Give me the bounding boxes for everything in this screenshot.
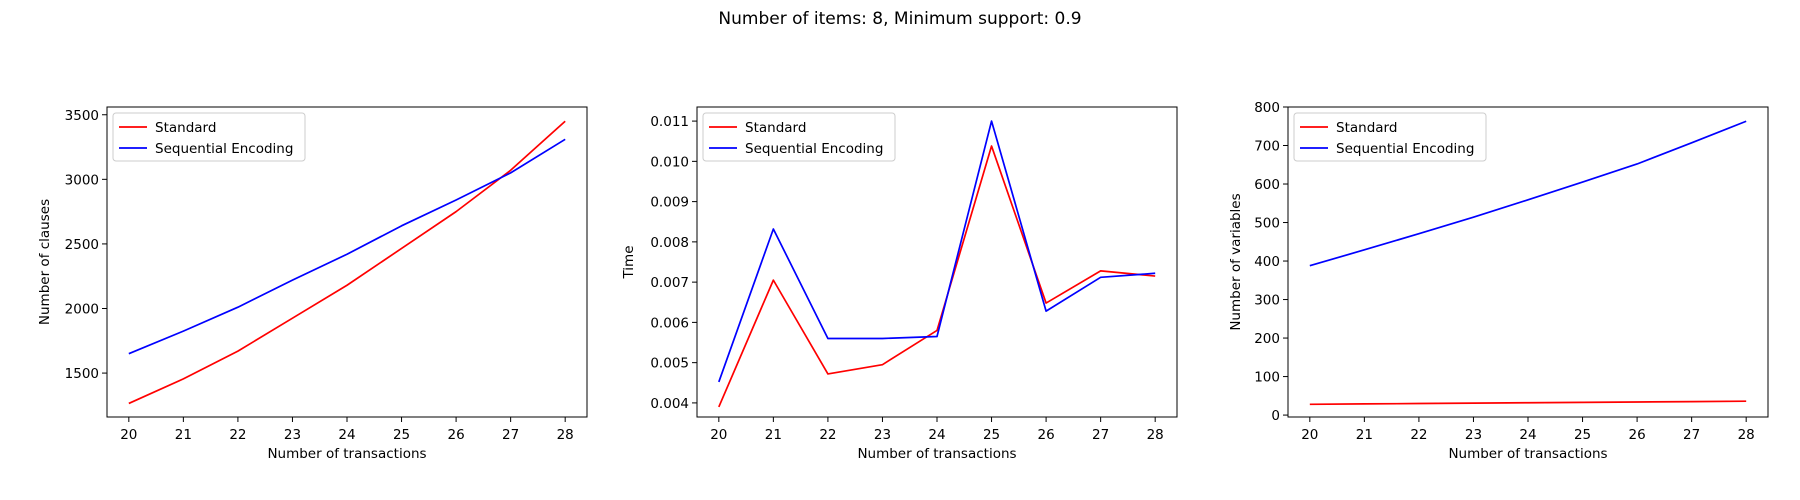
legend-label: Sequential Encoding <box>745 141 883 157</box>
y-tick-label: 0.009 <box>650 195 689 211</box>
y-tick-label: 3000 <box>65 172 99 188</box>
x-axis-label: Number of transactions <box>857 446 1016 462</box>
x-tick-label: 20 <box>710 427 727 443</box>
x-tick-label: 22 <box>1410 427 1427 443</box>
y-tick-label: 0.006 <box>650 315 689 331</box>
y-tick-label: 400 <box>1254 254 1280 270</box>
legend-label: Sequential Encoding <box>1336 141 1474 157</box>
chart-panel-1: 20 21 22 23 24 25 26 27 28 1500 2000 2500 3000 3500 Nu… <box>37 106 588 462</box>
y-tick-label: 2000 <box>65 302 99 318</box>
y-tick-label: 3500 <box>65 108 99 124</box>
x-tick-label: 20 <box>1301 427 1318 443</box>
y-tick-label: 0.004 <box>650 396 689 412</box>
x-tick-label: 21 <box>765 427 782 443</box>
x-tick-label: 24 <box>928 427 945 443</box>
x-tick-label: 26 <box>447 427 464 443</box>
legend: Standard Sequential Encoding <box>702 112 896 162</box>
x-tick-label: 27 <box>1683 427 1700 443</box>
y-tick-label: 300 <box>1254 293 1280 309</box>
x-tick-label: 23 <box>284 427 301 443</box>
x-tick-label: 21 <box>175 427 192 443</box>
x-tick-label: 25 <box>393 427 410 443</box>
x-axis-label: Number of transactions <box>1448 446 1607 462</box>
x-tick-label: 27 <box>502 427 519 443</box>
y-tick-label: 1500 <box>65 366 99 382</box>
y-axis-label: Number of variables <box>1228 193 1244 330</box>
y-tick-label: 0.005 <box>650 356 689 372</box>
x-tick-label: 23 <box>1465 427 1482 443</box>
y-tick-label: 800 <box>1254 100 1280 116</box>
series-line-standard <box>1309 400 1747 406</box>
legend-label: Standard <box>745 120 806 136</box>
x-axis-label: Number of transactions <box>267 446 426 462</box>
y-tick-label: 700 <box>1254 139 1280 155</box>
x-tick-label: 24 <box>1519 427 1536 443</box>
x-tick-label: 26 <box>1628 427 1645 443</box>
legend-box <box>1293 112 1487 162</box>
series-line-sequential-encoding <box>1309 120 1747 267</box>
y-tick-label: 0.011 <box>650 114 689 130</box>
y-tick-label: 2500 <box>65 237 99 253</box>
x-tick-label: 27 <box>1092 427 1109 443</box>
chart-panel-2: 20 21 22 23 24 25 26 27 28 0.004 0.005 0.006 0.007 0.… <box>621 106 1178 462</box>
legend: Standard Sequential Encoding <box>112 112 306 162</box>
y-axis-label: Time <box>621 245 637 279</box>
x-tick-label: 25 <box>983 427 1000 443</box>
series-line-standard <box>128 120 566 405</box>
y-tick-label: 500 <box>1254 216 1280 232</box>
legend-box <box>702 112 896 162</box>
legend: Standard Sequential Encoding <box>1293 112 1487 162</box>
x-tick-label: 28 <box>557 427 574 443</box>
y-tick-label: 0 <box>1271 408 1280 424</box>
series-line-sequential-encoding <box>128 138 566 355</box>
series-line-sequential-encoding <box>718 120 1156 383</box>
y-tick-label: 0.008 <box>650 235 689 251</box>
y-tick-label: 0.007 <box>650 275 689 291</box>
x-tick-label: 22 <box>229 427 246 443</box>
x-tick-label: 26 <box>1037 427 1054 443</box>
legend-label: Standard <box>155 120 216 136</box>
x-tick-label: 20 <box>120 427 137 443</box>
series-line-standard <box>718 145 1156 408</box>
y-tick-label: 600 <box>1254 177 1280 193</box>
x-tick-label: 22 <box>819 427 836 443</box>
legend-box <box>112 112 306 162</box>
y-axis-label: Number of clauses <box>37 199 53 325</box>
legend-label: Standard <box>1336 120 1397 136</box>
legend-label: Sequential Encoding <box>155 141 293 157</box>
chart-panel-3: 20 21 22 23 24 25 26 27 28 0 100 200 300 400 500 600 700… <box>1228 100 1769 462</box>
x-tick-label: 28 <box>1738 427 1755 443</box>
x-tick-label: 25 <box>1574 427 1591 443</box>
x-tick-label: 23 <box>874 427 891 443</box>
y-tick-label: 100 <box>1254 370 1280 386</box>
x-tick-label: 28 <box>1147 427 1164 443</box>
x-tick-label: 21 <box>1356 427 1373 443</box>
y-tick-label: 0.010 <box>650 154 689 170</box>
y-tick-label: 200 <box>1254 331 1280 347</box>
x-tick-label: 24 <box>338 427 355 443</box>
figure-title: Number of items: 8, Minimum support: 0.9 <box>718 9 1081 29</box>
